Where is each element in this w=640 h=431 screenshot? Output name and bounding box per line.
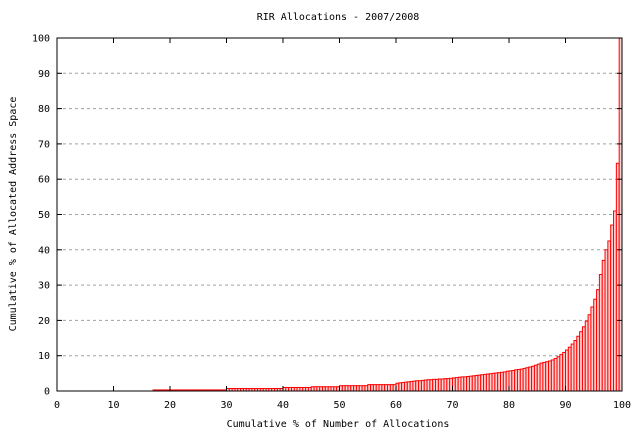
- x-tick-label: 50: [333, 400, 345, 411]
- x-axis-ticks: 0 10 20 30 40 50 60 70 80 90 100: [54, 38, 631, 411]
- y-tick-label: 30: [38, 281, 50, 292]
- y-axis-ticks: 0 10 20 30 40 50 60 70 80 90 100: [32, 34, 622, 398]
- x-tick-label: 20: [164, 400, 176, 411]
- x-tick-label: 100: [613, 400, 631, 411]
- grid-lines: [57, 72, 622, 357]
- chart-title: RIR Allocations - 2007/2008: [257, 12, 420, 23]
- x-tick-label: 40: [277, 400, 289, 411]
- y-tick-label: 20: [38, 316, 50, 327]
- y-tick-label: 80: [38, 104, 50, 115]
- x-tick-label: 30: [220, 400, 232, 411]
- x-tick-label: 90: [559, 400, 571, 411]
- x-tick-label: 10: [107, 400, 119, 411]
- y-tick-label: 10: [38, 351, 50, 362]
- x-axis-label: Cumulative % of Number of Allocations: [227, 419, 450, 430]
- y-tick-label: 100: [32, 34, 50, 45]
- y-tick-label: 60: [38, 175, 50, 186]
- x-tick-label: 60: [390, 400, 402, 411]
- x-tick-label: 70: [446, 400, 458, 411]
- x-tick-label: 80: [503, 400, 515, 411]
- y-tick-label: 0: [44, 387, 50, 398]
- x-tick-label: 0: [54, 400, 60, 411]
- y-tick-label: 40: [38, 245, 50, 256]
- y-tick-label: 90: [38, 69, 50, 80]
- y-tick-label: 50: [38, 210, 50, 221]
- y-tick-label: 70: [38, 139, 50, 150]
- y-axis-label: Cumulative % of Allocated Address Space: [8, 97, 19, 332]
